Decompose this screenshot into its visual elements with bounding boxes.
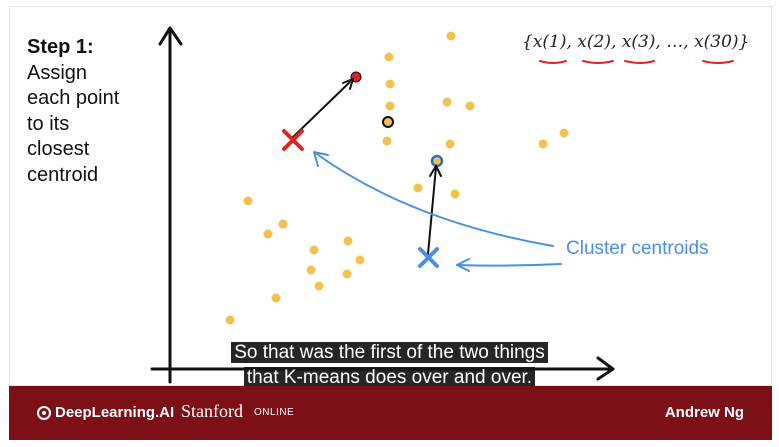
data-point xyxy=(450,189,460,199)
pointer-arrow-blue xyxy=(456,258,562,272)
underline-2 xyxy=(582,60,614,64)
set-notation: {x(1), x(2), x(3), …, x(30)} xyxy=(522,32,750,52)
step-line: each point xyxy=(27,87,120,109)
data-point xyxy=(271,293,281,303)
data-point xyxy=(385,101,395,111)
step-line: Assign xyxy=(27,61,88,84)
data-point xyxy=(538,139,548,149)
data-point xyxy=(342,269,352,279)
data-point xyxy=(382,136,392,146)
data-point xyxy=(278,219,288,229)
step-line: centroid xyxy=(27,163,99,186)
data-point xyxy=(343,236,353,246)
subtitle-line-1: So that was the first of the two things xyxy=(0,341,779,364)
highlighted-point xyxy=(382,116,394,128)
footer-bar: DeepLearning.AI Stanford ONLINE Andrew N… xyxy=(9,386,772,440)
subtitle-text: So that was the first of the two things xyxy=(231,342,548,363)
cluster-centroids-label: Cluster centroids xyxy=(566,238,709,259)
blue-assignment-arrow xyxy=(427,163,442,255)
data-point xyxy=(559,128,569,138)
pointer-arrow-red xyxy=(313,151,554,247)
data-point xyxy=(263,229,273,239)
blue-centroid-marker xyxy=(418,247,439,268)
data-point xyxy=(355,255,365,265)
step-description: Step 1: Assign each point to its closest… xyxy=(27,35,119,188)
data-point xyxy=(442,97,452,107)
y-axis xyxy=(158,26,183,384)
red-assignment-arrow xyxy=(291,77,355,139)
data-point xyxy=(243,196,253,206)
data-points xyxy=(225,31,569,325)
red-centroid-marker xyxy=(282,129,304,151)
underline-30 xyxy=(702,60,734,64)
data-point xyxy=(314,281,324,291)
author-name: Andrew Ng xyxy=(664,404,744,421)
university-suffix: ONLINE xyxy=(254,407,295,418)
step-line: closest xyxy=(27,138,90,160)
data-point xyxy=(413,183,423,193)
data-point xyxy=(309,245,319,255)
data-point xyxy=(446,31,456,41)
deeplearning-logo: DeepLearning.AI xyxy=(37,404,174,421)
underline-1 xyxy=(539,60,567,64)
subtitle-text: that K-means does over and over. xyxy=(243,367,536,388)
data-point xyxy=(385,79,395,89)
step-line: to its xyxy=(27,112,70,135)
data-point xyxy=(225,315,235,325)
data-point xyxy=(445,139,455,149)
data-point xyxy=(384,52,394,62)
subtitle-line-2: that K-means does over and over. xyxy=(0,366,779,389)
data-point xyxy=(306,265,316,275)
blue-highlighted-point xyxy=(430,154,444,168)
step-title: Step 1: xyxy=(27,36,94,58)
underline-3 xyxy=(624,60,655,64)
university-name: Stanford xyxy=(181,401,243,421)
brand-name: DeepLearning.AI xyxy=(55,404,175,421)
deeplearning-icon xyxy=(37,405,51,420)
data-point xyxy=(465,101,475,111)
